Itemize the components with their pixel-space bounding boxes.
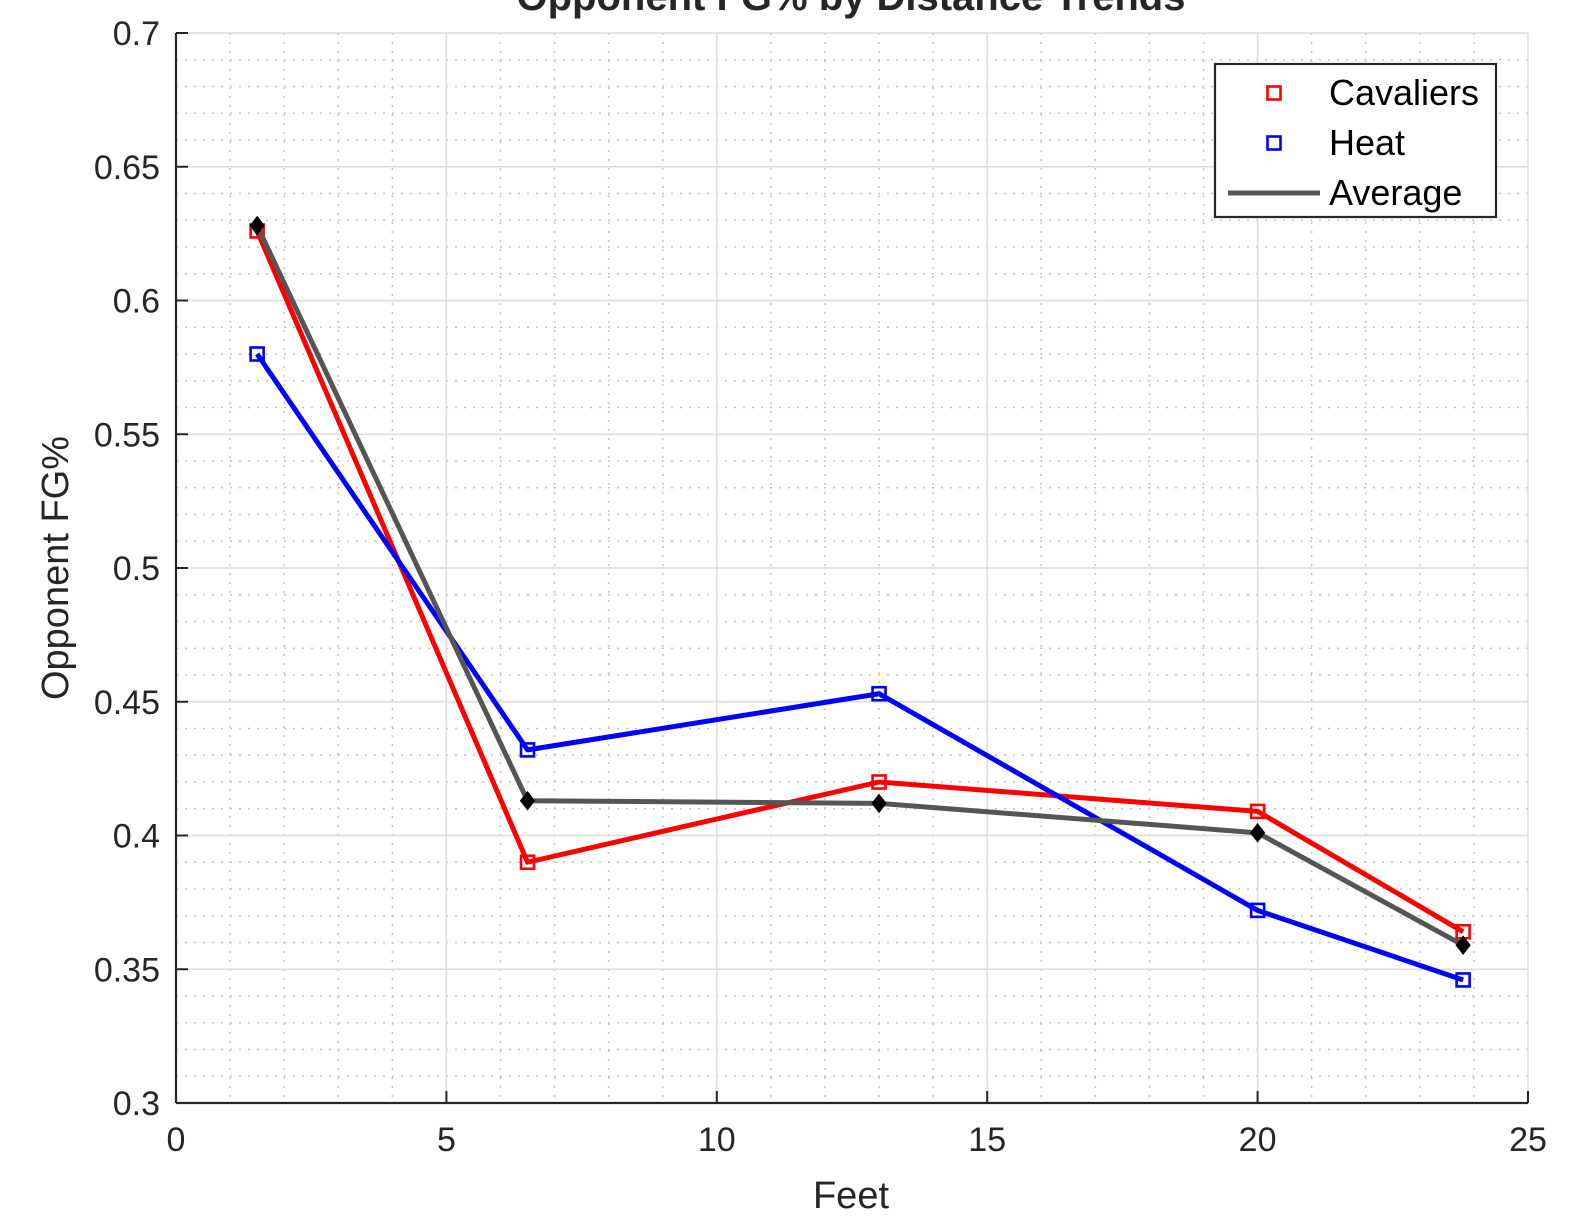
x-tick-label: 20 bbox=[1239, 1121, 1277, 1159]
axes: 0 5 10 15 20 25 0.3 0.35 0.4 0.45 0.5 0.55 0.6 0.65 0.… bbox=[94, 15, 1547, 1159]
data-point-cavaliers bbox=[871, 774, 887, 790]
series-line-heat bbox=[255, 352, 1464, 983]
legend-swatch-cavaliers bbox=[1266, 85, 1282, 101]
y-tick-label: 0.5 bbox=[113, 550, 160, 588]
data-point-average bbox=[1455, 935, 1471, 955]
data-point-average bbox=[871, 793, 887, 814]
x-axis-title: Feet bbox=[813, 1175, 889, 1217]
legend-label-average: Average bbox=[1329, 172, 1462, 213]
data-point-cavaliers bbox=[519, 854, 536, 871]
data-point-heat bbox=[519, 742, 536, 758]
y-tick-label: 0.65 bbox=[94, 149, 160, 187]
series-line-cavaliers bbox=[254, 229, 1465, 934]
data-point-cavaliers bbox=[1249, 803, 1266, 820]
legend-label-cavaliers: Cavaliers bbox=[1329, 72, 1479, 113]
y-tick-label: 0.4 bbox=[113, 818, 160, 856]
legend-swatch-heat bbox=[1266, 135, 1282, 151]
y-tick-label: 0.6 bbox=[113, 283, 160, 321]
data-point-average bbox=[1249, 823, 1266, 843]
x-tick-label: 15 bbox=[968, 1121, 1006, 1159]
y-tick-label: 0.35 bbox=[94, 951, 160, 989]
x-tick-label: 10 bbox=[698, 1121, 736, 1159]
data-point-heat bbox=[1455, 972, 1471, 988]
y-tick-label: 0.3 bbox=[113, 1085, 160, 1123]
plot-series bbox=[249, 215, 1471, 988]
legend-label-heat: Heat bbox=[1329, 122, 1405, 163]
data-point-average bbox=[519, 790, 536, 811]
y-axis-title: Opponent FG% bbox=[35, 436, 77, 700]
data-point-heat bbox=[249, 346, 265, 362]
y-tick-label: 0.7 bbox=[113, 15, 160, 53]
x-tick-label: 25 bbox=[1509, 1121, 1547, 1159]
legend: Cavaliers Heat Average bbox=[1213, 62, 1498, 219]
y-tick-label: 0.55 bbox=[94, 416, 160, 454]
data-point-average bbox=[249, 215, 265, 236]
chart-title: Opponent FG% by Distance Trends bbox=[517, 0, 1186, 19]
data-point-heat bbox=[1249, 902, 1266, 919]
x-tick-label: 0 bbox=[167, 1121, 186, 1159]
data-point-heat bbox=[871, 685, 887, 702]
y-tick-label: 0.45 bbox=[94, 684, 160, 722]
x-tick-label: 5 bbox=[437, 1121, 456, 1159]
